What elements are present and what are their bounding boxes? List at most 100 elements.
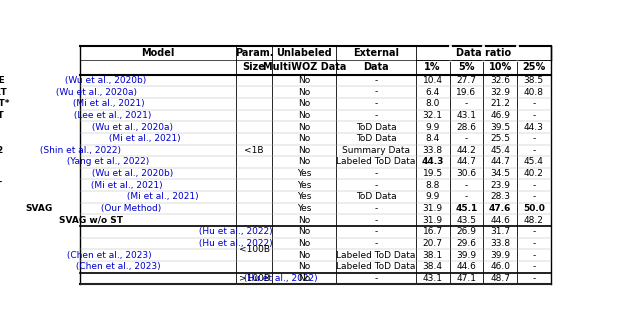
Text: -: - xyxy=(374,76,378,85)
Text: -: - xyxy=(465,181,468,190)
Text: No: No xyxy=(298,99,310,108)
Text: 40.8: 40.8 xyxy=(524,88,544,97)
Text: 10.4: 10.4 xyxy=(422,76,443,85)
Text: Yes: Yes xyxy=(297,204,312,213)
Text: ToD Data: ToD Data xyxy=(356,134,396,143)
Text: -: - xyxy=(465,99,468,108)
Text: BERT-ST: BERT-ST xyxy=(0,181,3,190)
Text: TRADE: TRADE xyxy=(0,76,6,85)
Text: 21.2: 21.2 xyxy=(490,99,510,108)
Text: 32.6: 32.6 xyxy=(490,76,510,85)
Text: ToD Data: ToD Data xyxy=(356,123,396,131)
Text: -: - xyxy=(532,134,536,143)
Text: -: - xyxy=(374,169,378,178)
Text: No: No xyxy=(298,239,310,248)
Text: -: - xyxy=(374,274,378,283)
Text: SGPDST: SGPDST xyxy=(0,111,4,120)
Text: Summary Data: Summary Data xyxy=(342,146,410,155)
Text: 19.5: 19.5 xyxy=(422,169,443,178)
Text: BERT*: BERT* xyxy=(0,99,10,108)
Text: (Wu et al., 2020b): (Wu et al., 2020b) xyxy=(62,76,147,85)
Text: 44.6: 44.6 xyxy=(456,262,476,271)
Text: -: - xyxy=(465,193,468,202)
Text: 5%: 5% xyxy=(458,62,475,72)
Text: 20.7: 20.7 xyxy=(422,239,443,248)
Text: -: - xyxy=(532,111,536,120)
Text: Unlabeled: Unlabeled xyxy=(276,48,332,58)
Text: No: No xyxy=(298,251,310,260)
Text: 19.6: 19.6 xyxy=(456,88,476,97)
Text: 43.1: 43.1 xyxy=(422,274,443,283)
Text: Yes: Yes xyxy=(297,169,312,178)
Text: -: - xyxy=(374,239,378,248)
Text: No: No xyxy=(298,146,310,155)
Text: 33.8: 33.8 xyxy=(490,239,510,248)
Text: Labeled ToD Data: Labeled ToD Data xyxy=(337,262,416,271)
Text: -: - xyxy=(374,181,378,190)
Text: -: - xyxy=(532,181,536,190)
Text: SVAG w/o ST: SVAG w/o ST xyxy=(59,216,123,225)
Text: (Chen et al., 2023): (Chen et al., 2023) xyxy=(73,262,161,271)
Text: 44.6: 44.6 xyxy=(490,216,510,225)
Text: Yes: Yes xyxy=(297,181,312,190)
Text: (Wu et al., 2020a): (Wu et al., 2020a) xyxy=(90,123,173,131)
Text: Labeled ToD Data: Labeled ToD Data xyxy=(337,251,416,260)
Text: -: - xyxy=(374,216,378,225)
Text: (Shin et al., 2022): (Shin et al., 2022) xyxy=(37,146,121,155)
Text: 45.4: 45.4 xyxy=(524,157,544,166)
Text: 26.9: 26.9 xyxy=(456,227,476,236)
Text: (Yang et al., 2022): (Yang et al., 2022) xyxy=(64,157,149,166)
Text: No: No xyxy=(298,216,310,225)
Text: MultiWOZ Data: MultiWOZ Data xyxy=(262,62,346,72)
Text: 28.3: 28.3 xyxy=(490,193,510,202)
Text: 32.1: 32.1 xyxy=(422,111,443,120)
Text: 9.9: 9.9 xyxy=(426,193,440,202)
Text: 44.7: 44.7 xyxy=(490,157,510,166)
Text: Labeled ToD Data: Labeled ToD Data xyxy=(337,157,416,166)
Text: 34.5: 34.5 xyxy=(490,169,510,178)
Text: 8.4: 8.4 xyxy=(426,134,440,143)
Text: 48.2: 48.2 xyxy=(524,216,544,225)
Text: 31.9: 31.9 xyxy=(422,204,443,213)
Text: <1B: <1B xyxy=(244,146,264,155)
Text: 38.5: 38.5 xyxy=(524,76,544,85)
Text: -: - xyxy=(532,251,536,260)
Text: -: - xyxy=(374,99,378,108)
Text: 23.9: 23.9 xyxy=(490,181,510,190)
Text: >100B: >100B xyxy=(239,274,269,283)
Text: (Wu et al., 2020a): (Wu et al., 2020a) xyxy=(53,88,138,97)
Text: 25%: 25% xyxy=(522,62,545,72)
Text: No: No xyxy=(298,227,310,236)
Text: (Chen et al., 2023): (Chen et al., 2023) xyxy=(64,251,152,260)
Text: -: - xyxy=(374,204,378,213)
Text: 44.2: 44.2 xyxy=(456,146,476,155)
Text: 25.5: 25.5 xyxy=(490,134,510,143)
Text: (Mi et al., 2021): (Mi et al., 2021) xyxy=(106,134,180,143)
Text: No: No xyxy=(298,262,310,271)
Text: -: - xyxy=(374,111,378,120)
Text: 46.9: 46.9 xyxy=(490,111,510,120)
Text: 8.8: 8.8 xyxy=(426,181,440,190)
Text: 31.9: 31.9 xyxy=(422,216,443,225)
Text: Data ratio: Data ratio xyxy=(456,48,511,58)
Text: 44.3: 44.3 xyxy=(524,123,544,131)
Text: BERT: BERT xyxy=(0,88,7,97)
Text: (Hu et al., 2022): (Hu et al., 2022) xyxy=(196,239,273,248)
Text: -: - xyxy=(532,146,536,155)
Text: 39.9: 39.9 xyxy=(456,251,476,260)
Text: (Wu et al., 2020b): (Wu et al., 2020b) xyxy=(90,169,173,178)
Text: Size: Size xyxy=(243,62,266,72)
Text: (Our Method): (Our Method) xyxy=(98,204,161,213)
Text: 50.0: 50.0 xyxy=(523,204,545,213)
Text: Yes: Yes xyxy=(297,193,312,202)
Text: 43.5: 43.5 xyxy=(456,216,476,225)
Text: -: - xyxy=(532,99,536,108)
Text: 38.4: 38.4 xyxy=(422,262,443,271)
Text: -: - xyxy=(532,274,536,283)
Text: -: - xyxy=(532,239,536,248)
Text: Data: Data xyxy=(364,62,389,72)
Text: No: No xyxy=(298,111,310,120)
Text: 1%: 1% xyxy=(424,62,441,72)
Text: -: - xyxy=(465,134,468,143)
Text: (Mi et al., 2021): (Mi et al., 2021) xyxy=(124,193,198,202)
